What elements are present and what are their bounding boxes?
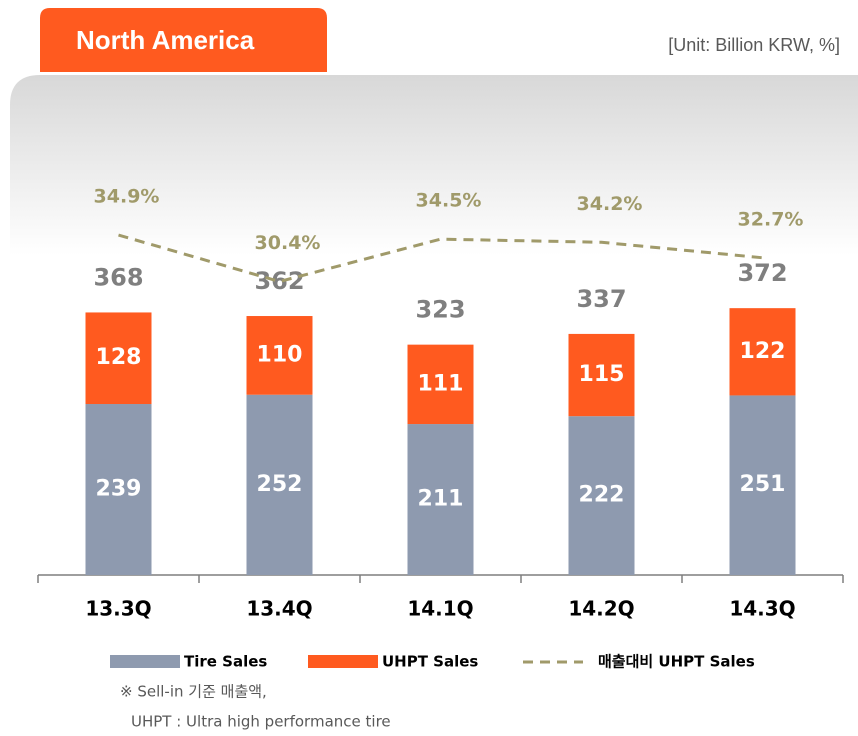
data-label: 251: [740, 472, 786, 497]
x-tick-label: 13.4Q: [246, 597, 312, 621]
legend-swatch: [110, 655, 180, 668]
line-label: 34.9%: [94, 186, 160, 208]
x-tick-label: 14.1Q: [407, 597, 473, 621]
data-label: 211: [418, 487, 464, 512]
note: ※ Sell-in 기준 매출액,: [120, 683, 267, 701]
legend-label: Tire Sales: [184, 653, 267, 671]
header-tab: [40, 8, 327, 72]
line: [118, 233, 763, 284]
bar-segment: [407, 344, 474, 425]
data-label: 128: [96, 345, 142, 370]
data-label: 115: [579, 362, 625, 387]
bar-segment: [729, 308, 796, 396]
legend-swatch: [308, 655, 378, 668]
data-label: 122: [740, 339, 786, 364]
bar-segment: [568, 416, 635, 575]
data-label: 239: [96, 477, 142, 502]
total-label: 323: [415, 296, 465, 324]
bar-segment: [85, 312, 152, 405]
bar-segment: [246, 316, 313, 395]
data-label: 110: [257, 342, 303, 367]
total-label: 368: [93, 263, 143, 291]
line-label: 32.7%: [738, 208, 804, 230]
data-label: 252: [257, 472, 303, 497]
data-label: 111: [418, 371, 464, 396]
bar-segment: [246, 394, 313, 575]
line-label: 34.2%: [577, 193, 643, 215]
bar-segment: [568, 333, 635, 417]
line-label: 34.5%: [416, 190, 482, 212]
line-label: 30.4%: [255, 232, 321, 254]
total-label: 372: [737, 259, 787, 287]
legend-label: 매출대비 UHPT Sales: [598, 653, 755, 671]
header-title: North America: [76, 25, 255, 55]
total-label: 362: [254, 267, 304, 295]
x-tick-label: 14.3Q: [729, 597, 795, 621]
x-tick-label: 13.3Q: [85, 597, 151, 621]
legend-label: UHPT Sales: [382, 653, 478, 671]
total-label: 337: [576, 285, 626, 313]
bar-segment: [729, 395, 796, 575]
bar-segment: [407, 424, 474, 575]
unit-label: [Unit: Billion KRW, %]: [668, 35, 840, 55]
bar-segment: [85, 404, 152, 575]
panel: [10, 75, 858, 590]
note: UHPT : Ultra high performance tire: [131, 713, 391, 731]
x-tick-label: 14.2Q: [568, 597, 634, 621]
data-label: 222: [579, 483, 625, 508]
